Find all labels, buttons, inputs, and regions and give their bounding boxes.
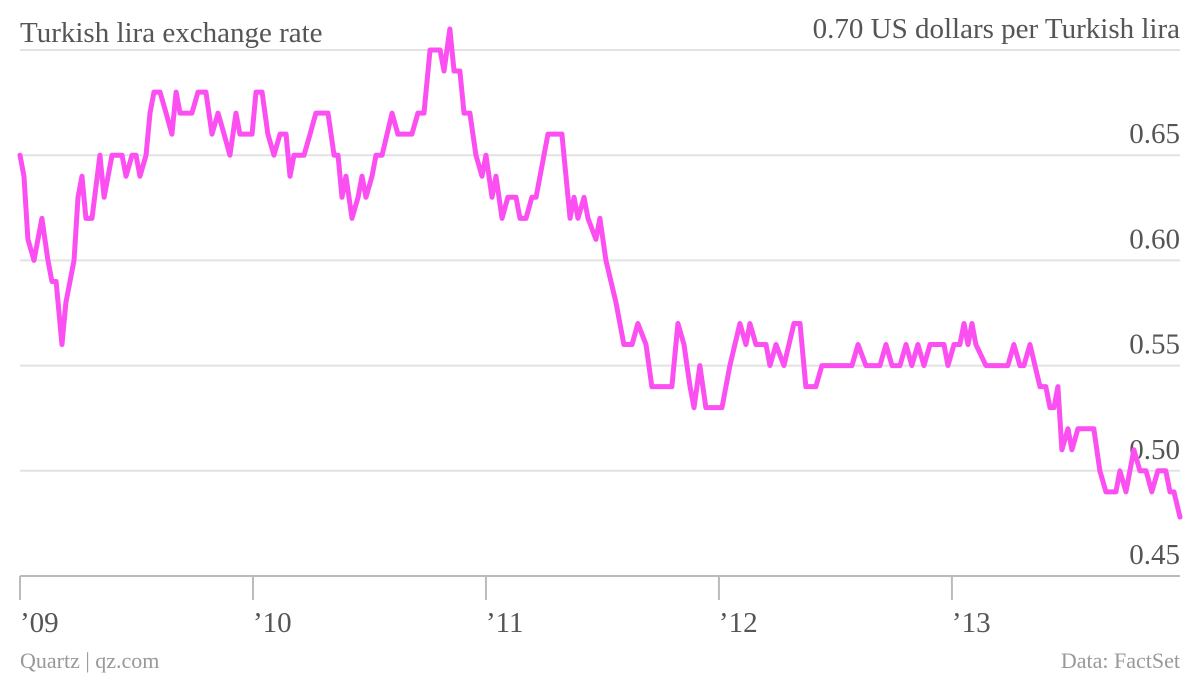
x-tick-label: ’12 xyxy=(719,607,758,639)
x-tick-label: ’10 xyxy=(253,607,292,639)
x-tick-label: ’09 xyxy=(20,607,59,639)
credit: Quartz | qz.com xyxy=(20,648,159,673)
source: Data: FactSet xyxy=(1061,648,1180,673)
y-tick-label: 0.65 xyxy=(1129,118,1180,150)
data-line xyxy=(17,26,1183,520)
chart-title: Turkish lira exchange rate xyxy=(20,17,323,49)
x-tick-label: ’13 xyxy=(952,607,991,639)
y-tick-label: 0.45 xyxy=(1129,539,1180,571)
y-tick-label: 0.60 xyxy=(1129,223,1180,255)
y-tick-label: 0.55 xyxy=(1129,329,1180,361)
y-tick-label: 0.70 US dollars per Turkish lira xyxy=(813,13,1180,45)
x-tick-label: ’11 xyxy=(486,607,524,639)
